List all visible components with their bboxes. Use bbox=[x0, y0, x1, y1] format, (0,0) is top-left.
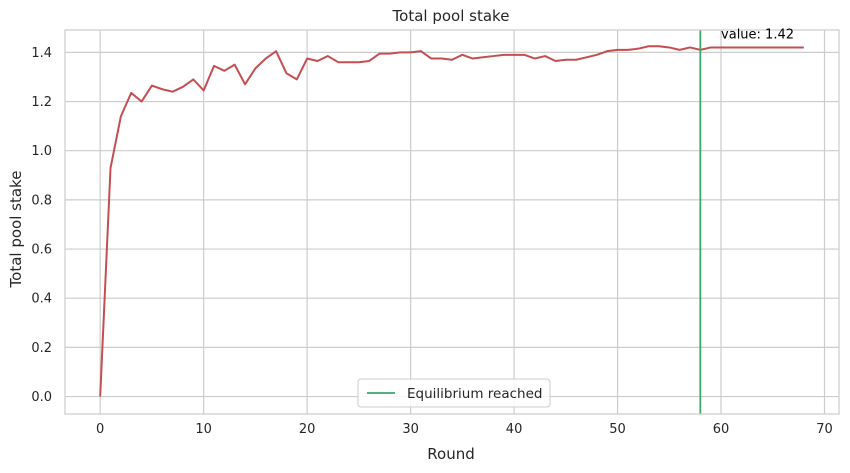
y-tick-label: 1.4 bbox=[31, 46, 52, 61]
y-tick-label: 0.2 bbox=[31, 341, 52, 356]
x-axis-label: Round bbox=[427, 445, 474, 463]
tick-labels: 0 10 20 30 40 50 60 70 0.0 0.2 0.4 0.6 0.8 1.0 1.2 1.4 bbox=[31, 46, 832, 437]
x-tick-label: 60 bbox=[713, 422, 730, 437]
y-tick-label: 1.0 bbox=[31, 144, 52, 159]
x-tick-label: 70 bbox=[816, 422, 833, 437]
legend-label-equilibrium: Equilibrium reached bbox=[407, 386, 542, 402]
annotations: value: 1.42 bbox=[721, 27, 794, 42]
x-tick-label: 50 bbox=[609, 422, 626, 437]
x-tick-label: 30 bbox=[402, 422, 419, 437]
y-tick-label: 0.8 bbox=[31, 193, 52, 208]
plot-frame bbox=[64, 29, 840, 415]
chart-title: Total pool stake bbox=[392, 7, 510, 25]
legend: Equilibrium reached bbox=[357, 378, 551, 408]
value-annotation: value: 1.42 bbox=[721, 27, 794, 42]
x-tick-label: 10 bbox=[195, 422, 212, 437]
x-tick-label: 20 bbox=[299, 422, 316, 437]
total-pool-stake-line bbox=[99, 45, 804, 397]
y-tick-label: 1.2 bbox=[31, 95, 52, 110]
y-axis-label: Total pool stake bbox=[7, 171, 25, 289]
x-tick-label: 0 bbox=[96, 422, 104, 437]
y-tick-label: 0.4 bbox=[31, 292, 52, 307]
legend-box bbox=[357, 378, 551, 408]
x-tick-label: 40 bbox=[506, 422, 523, 437]
series-layer bbox=[99, 30, 804, 414]
y-tick-label: 0.0 bbox=[31, 390, 52, 405]
grid-lines bbox=[65, 30, 839, 414]
y-tick-label: 0.6 bbox=[31, 243, 52, 258]
